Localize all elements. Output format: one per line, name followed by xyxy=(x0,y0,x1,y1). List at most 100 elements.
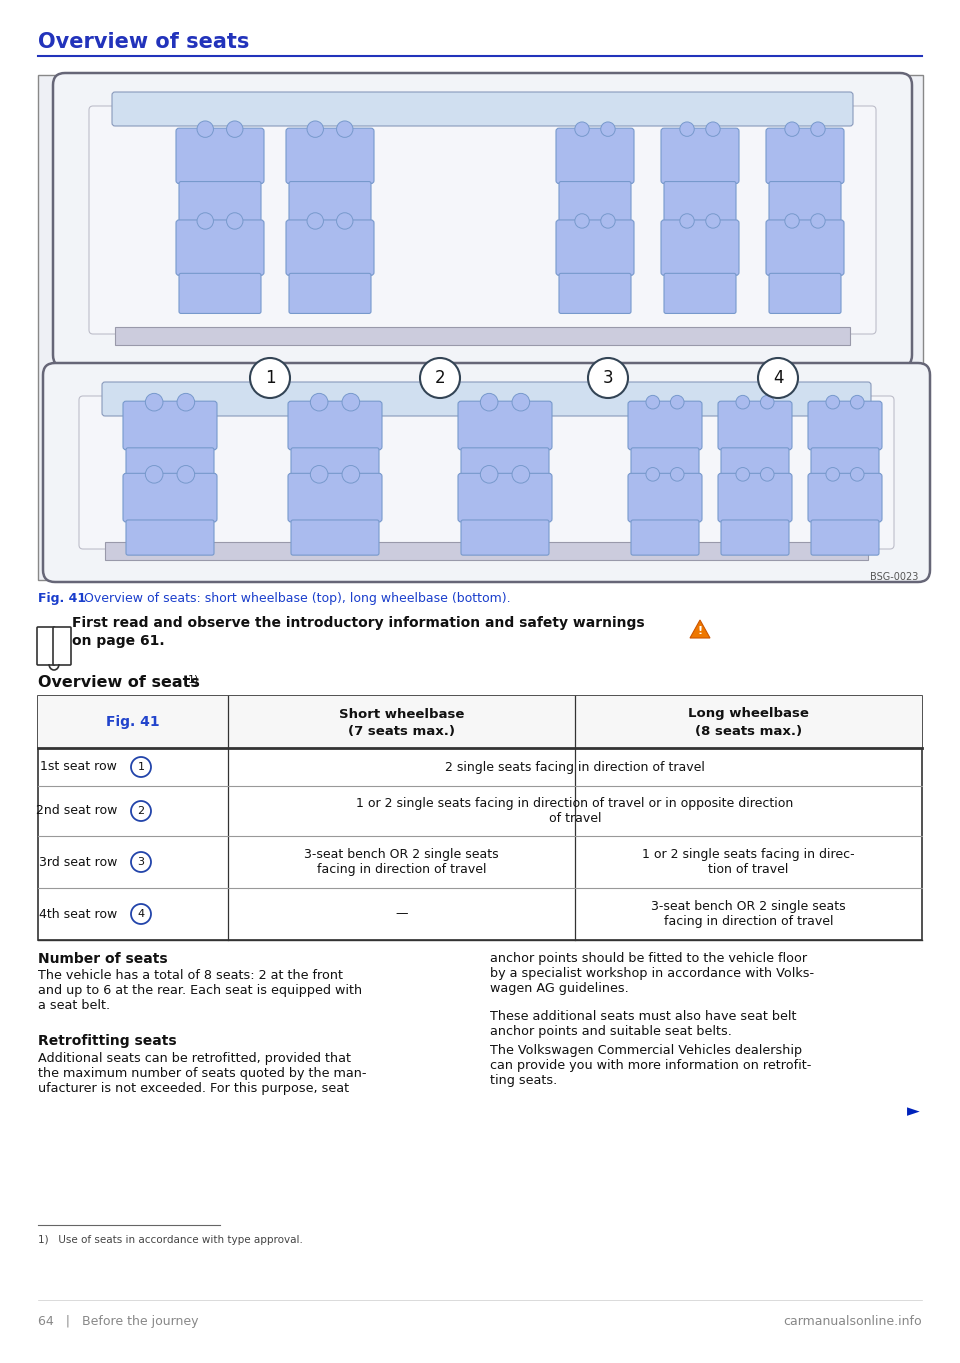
Text: Short wheelbase: Short wheelbase xyxy=(339,707,465,721)
FancyBboxPatch shape xyxy=(176,128,264,184)
Text: 3rd seat row: 3rd seat row xyxy=(38,856,121,868)
Text: Fig. 41: Fig. 41 xyxy=(38,592,86,605)
Circle shape xyxy=(758,358,798,398)
FancyBboxPatch shape xyxy=(631,519,699,555)
Text: Retrofitting seats: Retrofitting seats xyxy=(38,1035,177,1048)
FancyBboxPatch shape xyxy=(461,519,549,555)
Circle shape xyxy=(145,394,163,412)
Text: carmanualsonline.info: carmanualsonline.info xyxy=(783,1315,922,1328)
FancyBboxPatch shape xyxy=(102,382,871,416)
FancyBboxPatch shape xyxy=(179,181,261,222)
Bar xyxy=(38,696,922,748)
Circle shape xyxy=(145,466,163,483)
Text: (8 seats max.): (8 seats max.) xyxy=(695,725,802,739)
FancyBboxPatch shape xyxy=(769,274,841,313)
Circle shape xyxy=(342,466,360,483)
Circle shape xyxy=(760,468,774,481)
Circle shape xyxy=(307,121,324,138)
FancyBboxPatch shape xyxy=(89,106,876,334)
FancyBboxPatch shape xyxy=(808,401,882,450)
Circle shape xyxy=(131,756,151,777)
FancyBboxPatch shape xyxy=(37,627,55,665)
Text: 2: 2 xyxy=(137,806,145,816)
Circle shape xyxy=(588,358,628,398)
Text: 3-seat bench OR 2 single seats
facing in direction of travel: 3-seat bench OR 2 single seats facing in… xyxy=(304,848,499,876)
FancyBboxPatch shape xyxy=(628,473,702,522)
Text: Long wheelbase: Long wheelbase xyxy=(688,707,809,721)
FancyBboxPatch shape xyxy=(811,519,879,555)
Text: 4: 4 xyxy=(137,909,145,919)
Circle shape xyxy=(131,801,151,821)
Circle shape xyxy=(670,395,684,409)
Text: —: — xyxy=(396,908,408,920)
Circle shape xyxy=(851,468,864,481)
Text: 3-seat bench OR 2 single seats
facing in direction of travel: 3-seat bench OR 2 single seats facing in… xyxy=(651,900,846,928)
FancyBboxPatch shape xyxy=(461,448,549,483)
FancyBboxPatch shape xyxy=(664,274,736,313)
Text: Fig. 41: Fig. 41 xyxy=(107,716,159,729)
Circle shape xyxy=(227,121,243,138)
Text: 2nd seat row: 2nd seat row xyxy=(36,804,121,818)
Circle shape xyxy=(601,214,615,228)
Circle shape xyxy=(131,852,151,872)
Text: 64   |   Before the journey: 64 | Before the journey xyxy=(38,1315,199,1328)
Circle shape xyxy=(227,213,243,229)
Circle shape xyxy=(851,395,864,409)
FancyBboxPatch shape xyxy=(628,401,702,450)
FancyBboxPatch shape xyxy=(288,401,382,450)
Circle shape xyxy=(342,394,360,412)
Text: Overview of seats: Overview of seats xyxy=(38,675,200,690)
FancyBboxPatch shape xyxy=(458,401,552,450)
Circle shape xyxy=(811,121,826,136)
Circle shape xyxy=(197,121,213,138)
Circle shape xyxy=(512,394,530,412)
Circle shape xyxy=(480,466,498,483)
FancyBboxPatch shape xyxy=(79,397,894,549)
Circle shape xyxy=(826,395,840,409)
Bar xyxy=(105,542,868,560)
Circle shape xyxy=(131,904,151,924)
Circle shape xyxy=(420,358,460,398)
FancyBboxPatch shape xyxy=(458,473,552,522)
FancyBboxPatch shape xyxy=(288,473,382,522)
Circle shape xyxy=(785,214,800,228)
Polygon shape xyxy=(690,620,710,638)
Bar xyxy=(115,327,850,345)
Text: The vehicle has a total of 8 seats: 2 at the front
and up to 6 at the rear. Each: The vehicle has a total of 8 seats: 2 at… xyxy=(38,969,362,1011)
Text: 1): 1) xyxy=(188,673,200,684)
Circle shape xyxy=(706,121,720,136)
Circle shape xyxy=(760,395,774,409)
Text: BSG-0023: BSG-0023 xyxy=(870,572,918,582)
Text: 2 single seats facing in direction of travel: 2 single seats facing in direction of tr… xyxy=(445,761,705,773)
Text: These additional seats must also have seat belt
anchor points and suitable seat : These additional seats must also have se… xyxy=(490,1010,797,1039)
FancyBboxPatch shape xyxy=(721,519,789,555)
Text: 1 or 2 single seats facing in direction of travel or in opposite direction
of tr: 1 or 2 single seats facing in direction … xyxy=(356,797,794,825)
Circle shape xyxy=(646,468,660,481)
FancyBboxPatch shape xyxy=(811,448,879,483)
Circle shape xyxy=(177,466,195,483)
Circle shape xyxy=(337,121,353,138)
FancyBboxPatch shape xyxy=(556,219,634,275)
Circle shape xyxy=(601,121,615,136)
Text: 1 or 2 single seats facing in direc-
tion of travel: 1 or 2 single seats facing in direc- tio… xyxy=(642,848,854,876)
Circle shape xyxy=(177,394,195,412)
Circle shape xyxy=(811,214,826,228)
FancyBboxPatch shape xyxy=(123,473,217,522)
FancyBboxPatch shape xyxy=(289,181,371,222)
Circle shape xyxy=(250,358,290,398)
FancyBboxPatch shape xyxy=(766,128,844,184)
FancyBboxPatch shape xyxy=(123,401,217,450)
FancyBboxPatch shape xyxy=(559,181,631,222)
FancyBboxPatch shape xyxy=(664,181,736,222)
FancyBboxPatch shape xyxy=(286,219,374,275)
FancyBboxPatch shape xyxy=(126,519,214,555)
Text: Number of seats: Number of seats xyxy=(38,951,168,966)
Circle shape xyxy=(337,213,353,229)
Text: on page 61.: on page 61. xyxy=(72,634,164,647)
Text: 1: 1 xyxy=(265,369,276,387)
Circle shape xyxy=(646,395,660,409)
FancyBboxPatch shape xyxy=(661,219,739,275)
FancyBboxPatch shape xyxy=(769,181,841,222)
Circle shape xyxy=(197,213,213,229)
FancyBboxPatch shape xyxy=(559,274,631,313)
